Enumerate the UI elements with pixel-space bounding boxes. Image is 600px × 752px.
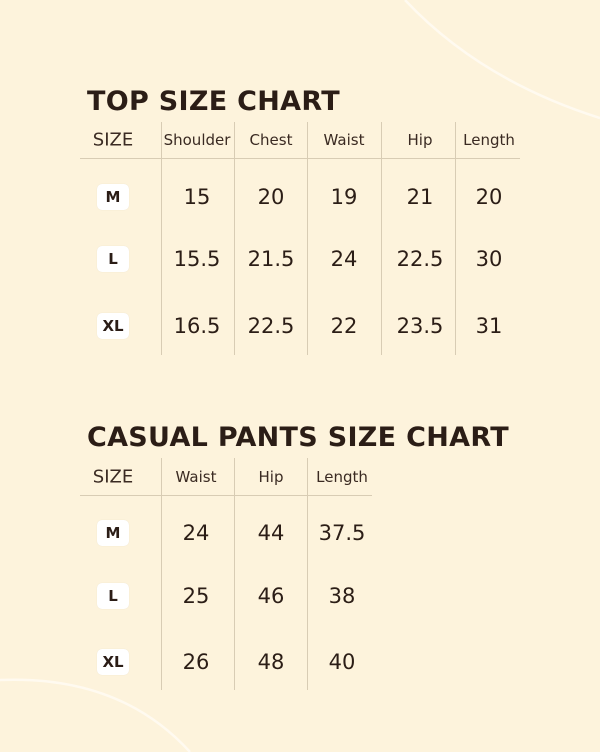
column-header: Waist	[323, 131, 365, 149]
column-divider	[234, 458, 235, 690]
column-header: Waist	[175, 468, 217, 486]
measurement-value: 20	[475, 185, 503, 209]
measurement-value: 26	[182, 650, 210, 674]
column-divider	[455, 122, 456, 355]
column-header: Length	[316, 468, 368, 486]
measurement-value: 25	[182, 584, 210, 608]
measurement-value: 48	[257, 650, 285, 674]
column-divider	[161, 122, 162, 355]
top-size-chart-title: TOP SIZE CHART	[87, 86, 340, 117]
measurement-value: 38	[328, 584, 356, 608]
measurement-value: 22.5	[247, 314, 295, 338]
header-divider	[80, 158, 520, 159]
measurement-value: 20	[257, 185, 285, 209]
column-divider	[161, 458, 162, 690]
column-divider	[307, 458, 308, 690]
measurement-value: 37.5	[318, 521, 366, 545]
size-badge: XL	[97, 313, 129, 339]
measurement-value: 22.5	[396, 247, 444, 271]
size-badge: L	[97, 246, 129, 272]
measurement-value: 24	[330, 247, 358, 271]
header-divider	[80, 495, 372, 496]
column-divider	[307, 122, 308, 355]
measurement-value: 21.5	[247, 247, 295, 271]
measurement-value: 44	[257, 521, 285, 545]
measurement-value: 40	[328, 650, 356, 674]
column-header: Hip	[407, 131, 433, 149]
measurement-value: 15	[183, 185, 211, 209]
column-divider	[234, 122, 235, 355]
column-header: Length	[463, 131, 515, 149]
measurement-value: 23.5	[396, 314, 444, 338]
measurement-value: 15.5	[173, 247, 221, 271]
size-badge: XL	[97, 649, 129, 675]
pants-size-chart-title: CASUAL PANTS SIZE CHART	[87, 422, 509, 453]
measurement-value: 19	[330, 185, 358, 209]
column-divider	[381, 122, 382, 355]
column-header: SIZE	[92, 466, 134, 488]
measurement-value: 22	[330, 314, 358, 338]
size-badge: M	[97, 184, 129, 210]
measurement-value: 16.5	[173, 314, 221, 338]
column-header: Hip	[258, 468, 284, 486]
column-header: SIZE	[92, 129, 134, 151]
measurement-value: 24	[182, 521, 210, 545]
size-badge: L	[97, 583, 129, 609]
size-badge: M	[97, 520, 129, 546]
measurement-value: 31	[475, 314, 503, 338]
measurement-value: 46	[257, 584, 285, 608]
column-header: Chest	[249, 131, 293, 149]
measurement-value: 21	[406, 185, 434, 209]
column-header: Shoulder	[163, 131, 231, 149]
measurement-value: 30	[475, 247, 503, 271]
